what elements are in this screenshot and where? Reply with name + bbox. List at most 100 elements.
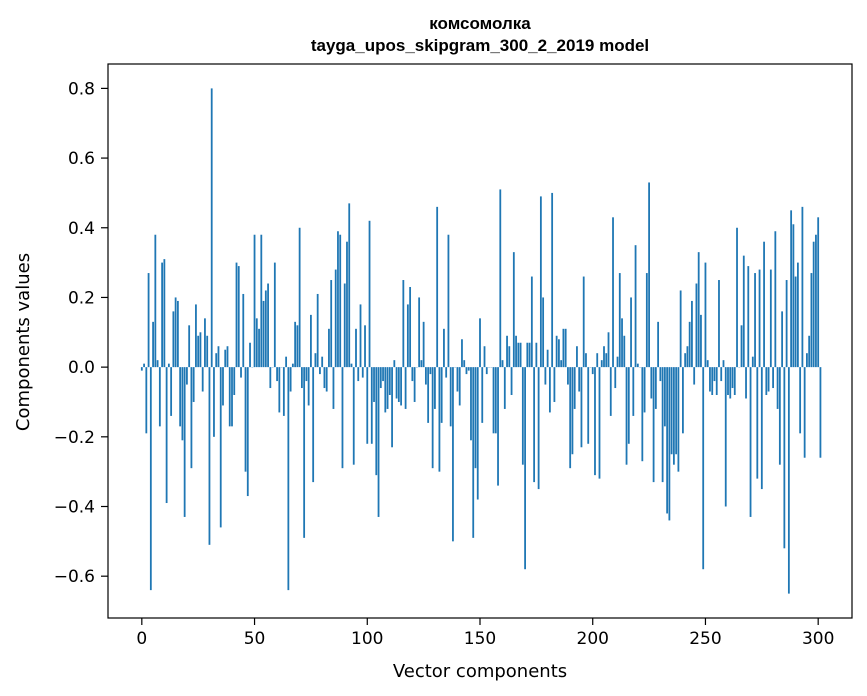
bar bbox=[711, 367, 714, 395]
bar bbox=[165, 367, 168, 504]
bar bbox=[316, 293, 319, 368]
bar bbox=[152, 321, 154, 368]
bar bbox=[790, 210, 793, 368]
bar bbox=[339, 234, 342, 368]
bar bbox=[594, 367, 596, 476]
bar bbox=[149, 367, 152, 591]
bar bbox=[666, 367, 669, 514]
bar bbox=[222, 367, 224, 406]
chart-subtitle: tayga_upos_skipgram_300_2_2019 model bbox=[311, 36, 649, 55]
bar bbox=[812, 241, 815, 368]
bar bbox=[249, 342, 251, 368]
bar bbox=[373, 367, 375, 402]
bar bbox=[323, 367, 326, 389]
bar bbox=[751, 356, 754, 368]
bar bbox=[431, 367, 434, 469]
bar bbox=[684, 353, 687, 368]
bar bbox=[596, 353, 599, 368]
bar bbox=[539, 196, 542, 368]
bar bbox=[310, 314, 312, 368]
bar bbox=[576, 346, 578, 368]
bar bbox=[688, 321, 691, 368]
bar bbox=[476, 367, 479, 500]
bar bbox=[147, 273, 150, 368]
bar bbox=[645, 273, 648, 368]
bar bbox=[388, 367, 391, 395]
bar bbox=[668, 367, 671, 521]
bar bbox=[803, 367, 806, 458]
bar bbox=[300, 367, 303, 389]
x-tick-label: 100 bbox=[351, 629, 383, 649]
bar bbox=[427, 367, 430, 423]
bar bbox=[377, 367, 380, 517]
bar bbox=[472, 367, 475, 538]
bar bbox=[273, 262, 276, 368]
bar bbox=[745, 367, 747, 399]
bar bbox=[242, 293, 245, 368]
bar bbox=[492, 367, 495, 434]
bar bbox=[276, 367, 278, 382]
bar bbox=[693, 367, 696, 385]
bar bbox=[682, 367, 684, 434]
bar bbox=[650, 367, 653, 399]
bar bbox=[278, 367, 281, 413]
bar bbox=[409, 286, 412, 368]
bar bbox=[641, 367, 644, 462]
bar bbox=[452, 367, 454, 542]
bar bbox=[808, 335, 811, 368]
bar bbox=[343, 283, 346, 368]
bar bbox=[296, 325, 299, 368]
x-tick-label: 0 bbox=[136, 629, 147, 649]
bar bbox=[206, 335, 209, 368]
bar bbox=[440, 367, 443, 423]
bar bbox=[817, 217, 820, 368]
bar bbox=[675, 367, 678, 455]
bar bbox=[729, 367, 732, 399]
bar bbox=[760, 367, 763, 490]
bar bbox=[449, 367, 452, 427]
bar bbox=[438, 367, 441, 472]
bar bbox=[618, 273, 621, 368]
bar bbox=[420, 360, 423, 368]
bar bbox=[418, 297, 421, 368]
bar bbox=[796, 262, 799, 368]
bar bbox=[458, 367, 461, 406]
bar bbox=[580, 367, 583, 448]
bar bbox=[625, 367, 628, 465]
bar bbox=[163, 259, 166, 368]
bar bbox=[422, 321, 425, 368]
bar bbox=[591, 367, 594, 375]
x-tick-label: 150 bbox=[464, 629, 496, 649]
bar bbox=[325, 367, 328, 392]
bar bbox=[815, 234, 817, 368]
bar bbox=[715, 367, 718, 395]
bar bbox=[621, 318, 623, 368]
bar bbox=[395, 367, 398, 399]
bar bbox=[199, 332, 202, 368]
bar bbox=[521, 367, 524, 465]
bar bbox=[319, 367, 321, 375]
bar bbox=[517, 342, 520, 368]
bar bbox=[192, 367, 195, 402]
x-tick-label: 50 bbox=[244, 629, 266, 649]
bar bbox=[285, 356, 288, 368]
bar bbox=[357, 367, 360, 382]
bar bbox=[578, 367, 581, 392]
bar bbox=[424, 367, 427, 385]
bar bbox=[190, 367, 193, 469]
y-axis-ticks: −0.6 −0.4 −0.2 0.0 0.2 0.4 0.6 0.8 bbox=[54, 79, 108, 587]
bar bbox=[443, 328, 445, 368]
bar bbox=[616, 356, 619, 368]
bar bbox=[447, 234, 450, 368]
bar bbox=[208, 367, 211, 545]
bar bbox=[778, 367, 781, 465]
y-tick-label: 0.4 bbox=[68, 219, 95, 239]
bar bbox=[436, 206, 439, 368]
bar bbox=[776, 367, 779, 409]
y-tick-label: −0.2 bbox=[54, 428, 95, 448]
bar bbox=[305, 367, 308, 382]
bar bbox=[287, 367, 290, 591]
bar bbox=[515, 335, 517, 368]
bar bbox=[479, 318, 481, 368]
